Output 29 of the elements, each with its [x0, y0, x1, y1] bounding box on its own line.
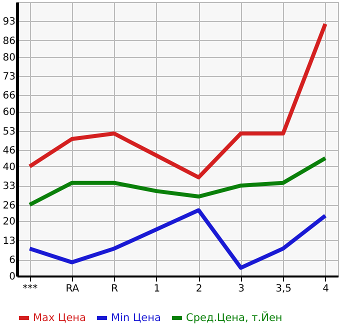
y-tick-label: 20: [2, 216, 16, 228]
y-tick-label: 73: [2, 71, 16, 82]
x-tick-label: ***: [22, 284, 38, 294]
x-tick-label: 1: [154, 284, 160, 294]
legend-label: Min Цена: [111, 312, 161, 324]
y-tick-label: 26: [2, 200, 16, 212]
x-tick-label: 4: [322, 284, 330, 294]
y-tick-label: 80: [2, 52, 16, 64]
y-tick-label: 40: [2, 162, 16, 173]
y-tick-label: 0: [9, 272, 16, 282]
x-tick-label: 2: [196, 284, 202, 294]
y-tick-label: 93: [2, 16, 16, 28]
y-tick-label: 33: [2, 181, 16, 192]
y-tick-label: 53: [2, 126, 16, 138]
y-tick-label: 13: [2, 236, 16, 247]
legend-label: Сред.Цена, т.Йен: [186, 311, 282, 324]
y-tick-label: 46: [2, 145, 16, 156]
legend-label: Max Цена: [33, 312, 86, 324]
y-tick-label: 60: [2, 107, 16, 118]
y-tick-label: 66: [2, 90, 16, 102]
x-tick-label: RA: [66, 284, 80, 294]
line-series: [28, 22, 328, 180]
line-series: [28, 156, 328, 207]
x-tick-label: 3: [238, 284, 245, 294]
x-tick-label: 3,5: [276, 284, 292, 294]
x-tick-label: R: [111, 284, 118, 294]
y-tick-label: 6: [9, 255, 16, 266]
line-series: [28, 208, 328, 270]
y-tick-label: 86: [2, 36, 16, 47]
